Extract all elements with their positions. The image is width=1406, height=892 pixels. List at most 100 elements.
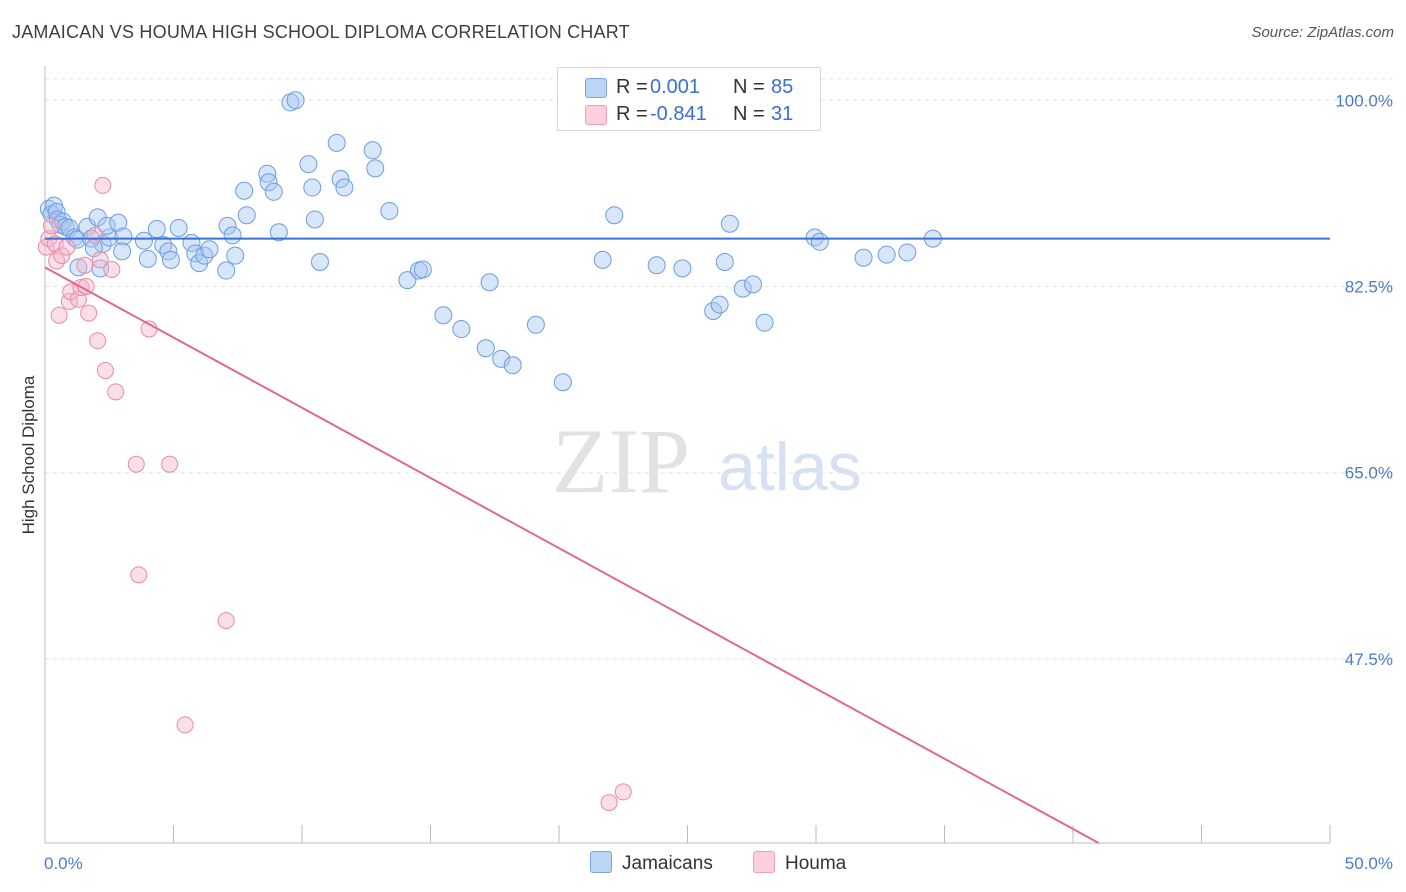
jamaicans-point <box>305 210 324 229</box>
jamaicans-point <box>755 313 774 332</box>
jamaicans-point <box>452 320 471 339</box>
legend-label-jamaicans: Jamaicans <box>622 853 713 874</box>
jamaicans-point <box>854 248 873 267</box>
jamaicans-point <box>363 141 382 160</box>
source-label: Source: ZipAtlas.com <box>1251 24 1394 41</box>
houma-point <box>53 247 71 265</box>
axis-ticks: 47.5% 65.0% 82.5% 100.0% 0.0% 50.0% <box>44 91 1393 873</box>
jamaicans-point <box>269 223 288 242</box>
houma-point <box>614 783 632 801</box>
y-tick-label: 82.5% <box>1345 277 1393 296</box>
jamaicans-point <box>169 218 188 237</box>
chart-title: JAMAICAN VS HOUMA HIGH SCHOOL DIPLOMA CO… <box>12 22 630 42</box>
jamaicans-point <box>744 275 763 294</box>
jamaicans-point <box>704 301 723 320</box>
jamaicans-points <box>39 91 942 392</box>
legend-row-jamaicans: R = 0.001 N = 85 <box>558 74 820 100</box>
houma-trend-line <box>44 266 1100 844</box>
y-tick-label: 47.5% <box>1345 650 1393 669</box>
jamaicans-point <box>673 259 692 278</box>
legend-n-label: N = <box>733 103 765 125</box>
watermark: ZIP atlas <box>552 410 862 512</box>
houma-point <box>42 217 60 235</box>
houma-points <box>37 107 632 812</box>
houma-point <box>50 306 68 324</box>
legend-item-jamaicans[interactable]: Jamaicans <box>590 851 713 875</box>
houma-point <box>96 362 114 380</box>
jamaicans-point <box>53 212 72 231</box>
houma-point <box>176 716 194 734</box>
legend-n-value: 31 <box>771 103 794 125</box>
grid-lines <box>45 78 1395 660</box>
houma-point <box>80 304 98 322</box>
jamaicans-point <box>217 261 236 280</box>
houma-point <box>130 566 148 584</box>
jamaicans-point <box>310 253 329 272</box>
jamaicans-point <box>134 231 153 250</box>
jamaicans-point <box>877 245 896 264</box>
jamaicans-point <box>593 250 612 269</box>
jamaicans-point <box>720 214 739 233</box>
correlation-legend: R = 0.001 N = 85 R = -0.841 N = 31 <box>557 67 821 131</box>
houma-point <box>89 332 107 350</box>
jamaicans-point <box>647 256 666 275</box>
houma-point <box>600 794 618 812</box>
jamaicans-point <box>259 173 278 192</box>
jamaicans-point <box>331 170 350 189</box>
jamaicans-point <box>733 279 752 298</box>
legend-r-value: 0.001 <box>650 76 701 98</box>
jamaicans-point <box>100 228 119 247</box>
jamaicans-point <box>109 213 128 232</box>
legend-r-label: R = <box>616 103 648 125</box>
jamaicans-point <box>138 249 157 268</box>
jamaicans-point <box>492 349 511 368</box>
jamaicans-point <box>327 133 346 152</box>
jamaicans-point <box>434 306 453 325</box>
jamaicans-point <box>605 206 624 225</box>
legend-row-houma: R = -0.841 N = 31 <box>558 101 820 127</box>
axes <box>44 66 1331 844</box>
watermark-atlas: atlas <box>718 429 862 505</box>
jamaicans-point <box>186 244 205 263</box>
houma-point <box>127 455 145 473</box>
houma-point <box>103 260 121 278</box>
jamaicans-point <box>366 159 385 178</box>
legend-n-label: N = <box>733 76 765 98</box>
legend-swatch-houma <box>753 851 775 873</box>
jamaicans-point <box>335 178 354 197</box>
houma-point <box>107 383 125 401</box>
houma-point <box>217 612 235 630</box>
jamaicans-point <box>553 373 572 392</box>
jamaicans-point <box>898 243 917 262</box>
jamaicans-point <box>526 315 545 334</box>
jamaicans-point <box>476 339 495 358</box>
legend-r-value: -0.841 <box>650 103 707 125</box>
jamaicans-point <box>380 201 399 220</box>
jamaicans-point <box>113 242 132 261</box>
jamaicans-point <box>147 220 166 239</box>
houma-point <box>76 256 94 274</box>
jamaicans-point <box>218 216 237 235</box>
y-axis-label: High School Diploma <box>19 375 38 534</box>
jamaicans-point <box>413 260 432 279</box>
jamaicans-point <box>161 250 180 269</box>
houma-point <box>58 238 76 256</box>
jamaicans-point <box>299 155 318 174</box>
jamaicans-point <box>398 271 417 290</box>
legend-swatch-houma <box>585 105 607 125</box>
x-tick-label: 50.0% <box>1345 854 1393 873</box>
jamaicans-point <box>97 216 116 235</box>
jamaicans-point <box>286 91 305 110</box>
jamaicans-point <box>503 356 522 375</box>
legend-r-label: R = <box>616 76 648 98</box>
jamaicans-point <box>235 181 254 200</box>
legend-item-houma[interactable]: Houma <box>753 851 846 875</box>
y-tick-label: 65.0% <box>1345 464 1393 483</box>
jamaicans-point <box>715 253 734 272</box>
legend-label-houma: Houma <box>785 853 847 874</box>
houma-point <box>86 226 104 244</box>
jamaicans-point <box>303 178 322 197</box>
legend-swatch-jamaicans <box>590 851 612 873</box>
jamaicans-point <box>810 232 829 251</box>
